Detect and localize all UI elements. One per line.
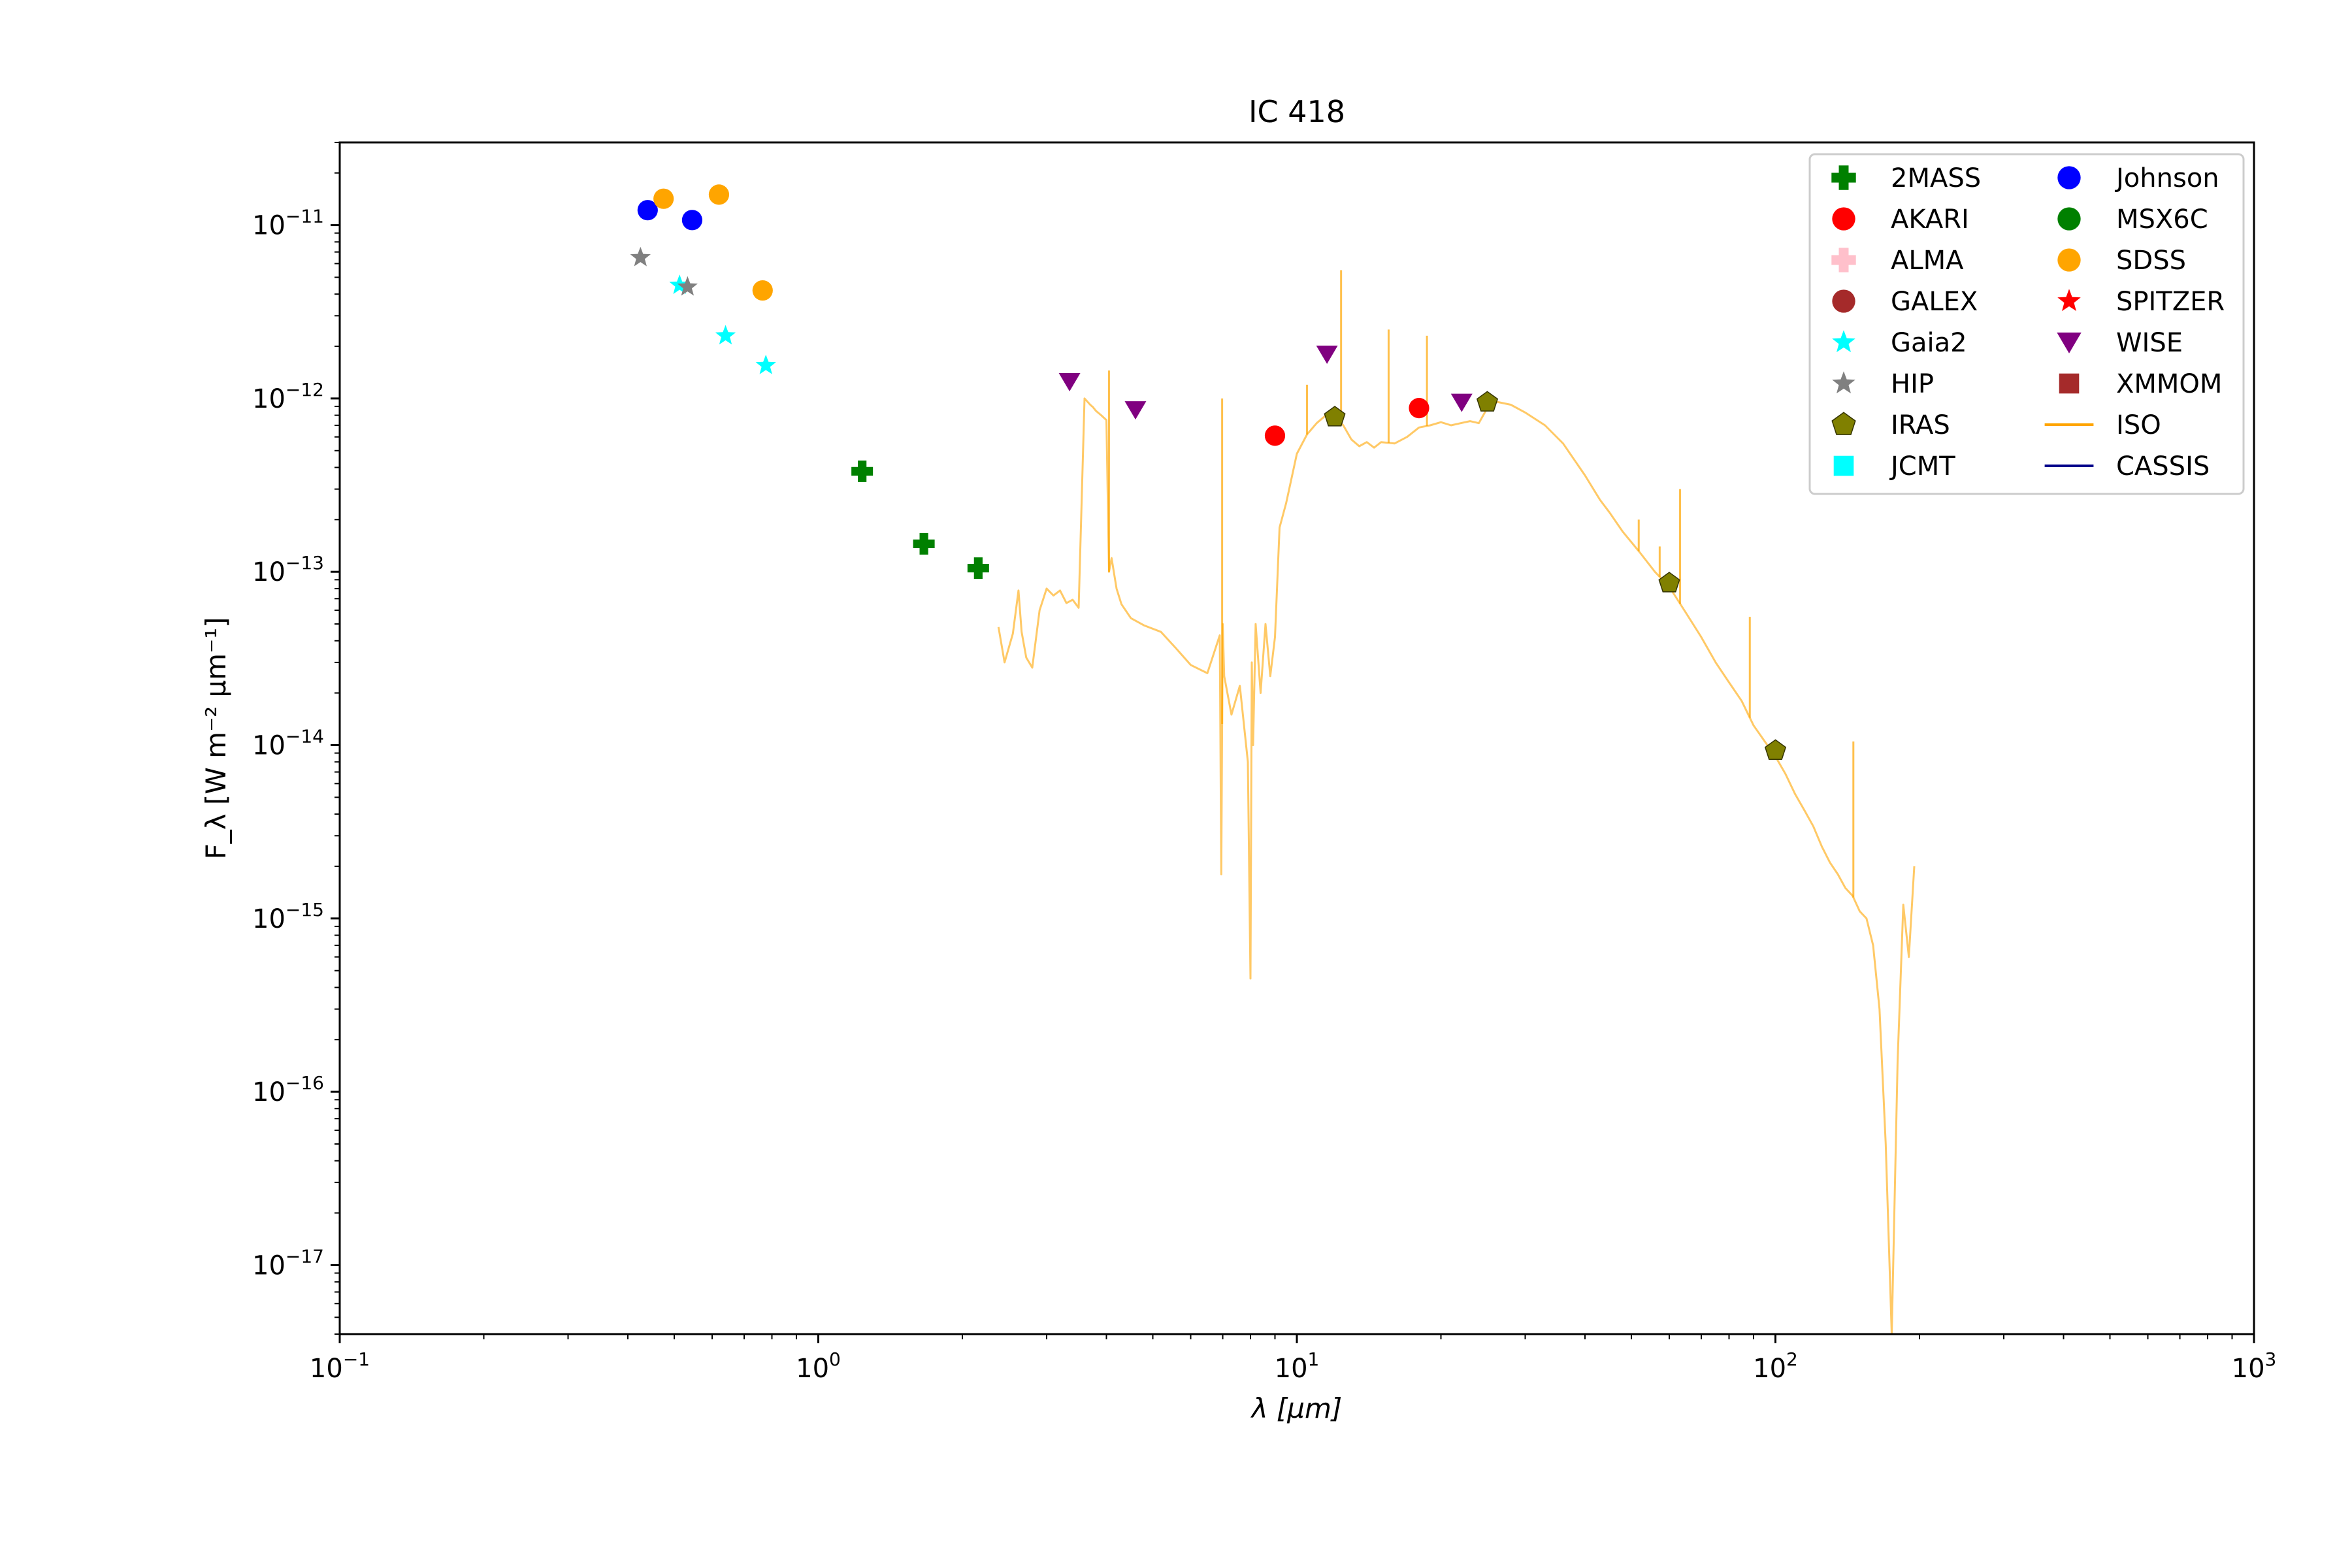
x-axis-title: λ [μm] — [1250, 1392, 1343, 1424]
chart-title: IC 418 — [1249, 94, 1345, 129]
x-tick-label-4: 102 — [1753, 1348, 1798, 1384]
wise-point-2 — [1124, 401, 1147, 420]
iras-point-1 — [1324, 406, 1346, 427]
legend-label-galex: GALEX — [1891, 287, 1978, 317]
iso-spectrum — [997, 270, 1916, 1335]
legend-marker-wise — [2057, 333, 2082, 353]
legend-label-akari: AKARI — [1891, 204, 1969, 235]
series-iras — [1324, 391, 1787, 760]
johnson-point-2 — [681, 210, 703, 231]
x-axis: 10−1 100 101 102 103 — [310, 1334, 2276, 1384]
2mass-point-1 — [851, 460, 874, 482]
legend-marker-2mass — [1831, 165, 1856, 190]
x-tick-label-5: 103 — [2232, 1348, 2277, 1384]
legend-label-jcmt: JCMT — [1889, 451, 1955, 482]
legend-marker-xmmom — [2059, 373, 2080, 394]
gaia2-point-2 — [715, 325, 736, 345]
legend-box — [1808, 153, 2245, 495]
legend-label-johnson: Johnson — [2114, 163, 2219, 193]
legend-marker-hip — [1832, 371, 1855, 394]
wise-point-4 — [1450, 393, 1473, 412]
y-tick-label-2: 10−16 — [252, 1072, 324, 1107]
y-tick-label-5: 10−13 — [252, 552, 324, 587]
y-tick-label-6: 10−12 — [252, 379, 324, 414]
2mass-point-3 — [967, 557, 989, 580]
photometry-points — [630, 184, 1787, 760]
legend-label-cassis: CASSIS — [2116, 451, 2210, 482]
legend-marker-sdss — [2057, 248, 2081, 272]
series-hip — [630, 246, 698, 296]
y-tick-label-3: 10−15 — [252, 899, 324, 934]
y-axis-title: F_λ [W m⁻² μm⁻¹] — [200, 617, 232, 860]
legend-label-wise: WISE — [2116, 328, 2183, 358]
x-tick-label-2: 100 — [796, 1348, 841, 1384]
hip-point-1 — [630, 246, 651, 267]
wise-point-3 — [1316, 345, 1338, 365]
sdss-point-1 — [653, 188, 674, 209]
legend-marker-iras — [1831, 412, 1856, 435]
legend-marker-alma — [1831, 248, 1856, 272]
iso-spectrum-line — [997, 397, 1916, 1335]
y-tick-label-4: 10−14 — [252, 726, 324, 761]
y-axis: 10−17 10−16 10−15 10−14 10−13 10−12 10−11 — [252, 142, 340, 1335]
legend-marker-jcmt — [1833, 455, 1854, 476]
legend-label-2mass: 2MASS — [1891, 163, 1981, 193]
2mass-point-2 — [913, 532, 935, 555]
legend-marker-akari — [1832, 207, 1855, 231]
legend-label-iras: IRAS — [1891, 410, 1950, 440]
y-tick-label-1: 10−17 — [252, 1245, 324, 1281]
legend-marker-johnson — [2057, 166, 2081, 189]
legend-label-sdss: SDSS — [2116, 246, 2186, 276]
sdss-point-3 — [752, 280, 773, 301]
legend-marker-spitzer — [2057, 289, 2081, 312]
legend-label-spitzer: SPITZER — [2116, 287, 2225, 317]
legend-label-alma: ALMA — [1891, 246, 1964, 276]
legend-label-gaia2: Gaia2 — [1891, 328, 1967, 358]
akari-point-2 — [1409, 398, 1429, 419]
iras-point-3 — [1658, 572, 1680, 593]
legend-label-xmmom: XMMOM — [2116, 369, 2222, 399]
hip-point-2 — [677, 276, 698, 296]
gaia2-point-3 — [755, 354, 776, 374]
series-johnson — [637, 200, 703, 231]
legend-marker-msx6c — [2057, 207, 2081, 231]
x-tick-label-3: 101 — [1275, 1348, 1320, 1384]
legend-label-iso: ISO — [2116, 410, 2161, 440]
series-sdss — [653, 184, 773, 301]
akari-point-1 — [1264, 425, 1286, 446]
series-akari — [1264, 398, 1429, 446]
x-tick-label-1: 10−1 — [310, 1348, 370, 1384]
sdss-point-2 — [708, 184, 730, 205]
iras-point-2 — [1476, 391, 1499, 412]
wise-point-1 — [1058, 372, 1081, 392]
johnson-point-1 — [637, 200, 658, 221]
series-2mass — [851, 460, 989, 580]
series-wise — [1058, 345, 1473, 420]
legend-label-hip: HIP — [1891, 369, 1934, 399]
y-tick-label-7: 10−11 — [252, 206, 324, 241]
legend-label-msx6c: MSX6C — [2116, 204, 2208, 235]
legend-marker-gaia2 — [1832, 330, 1855, 353]
legend-marker-galex — [1832, 289, 1855, 313]
iras-point-4 — [1764, 739, 1787, 760]
legend: 2MASS Johnson AKARI MSX6C ALMA SDSS GALEX SPITZ… — [1808, 153, 2245, 495]
